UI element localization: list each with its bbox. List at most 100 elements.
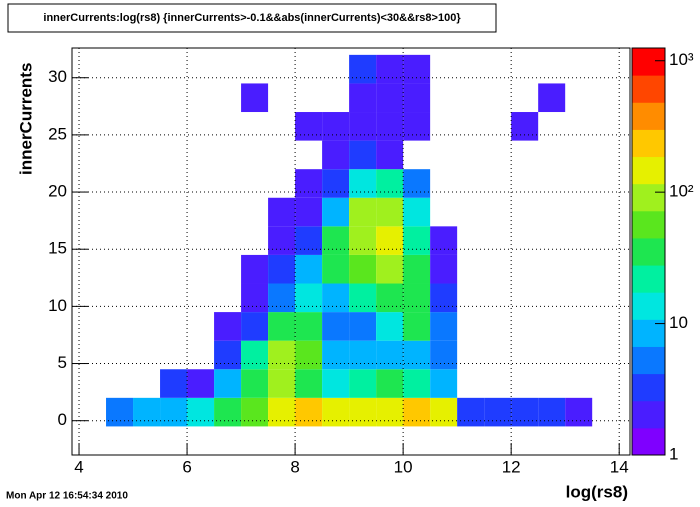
heat-cell [376, 369, 404, 398]
heat-cell [268, 254, 296, 284]
heat-cell [322, 226, 350, 255]
heat-cell [295, 197, 323, 227]
y-tick-label: 30 [48, 67, 67, 86]
heat-cell [241, 254, 269, 284]
y-tick-label: 15 [48, 239, 67, 258]
heat-cell [187, 369, 215, 398]
heat-cell [484, 397, 512, 427]
heat-cell [376, 283, 404, 313]
heat-cell [322, 283, 350, 313]
x-tick-label: 8 [290, 457, 299, 476]
heat-cell [511, 112, 539, 141]
heat-cell [403, 112, 431, 141]
heat-cell [403, 169, 431, 198]
heat-cell [349, 254, 377, 284]
y-tick-label: 10 [48, 296, 67, 315]
footer: Mon Apr 12 16:54:34 2010 [6, 491, 128, 502]
palette-step [632, 373, 665, 402]
heat-cell [268, 369, 296, 398]
heat-cell [403, 83, 431, 113]
heat-cell [376, 226, 404, 255]
heat-cell [403, 340, 431, 370]
heat-cell [376, 340, 404, 370]
heat-cell [322, 197, 350, 227]
heat-cell [268, 226, 296, 255]
heat-cell [430, 312, 458, 341]
heat-cell [295, 169, 323, 198]
heat-cell [241, 397, 269, 427]
heat-cell [349, 312, 377, 341]
y-axis-label: innerCurrents [16, 63, 35, 175]
heat-cell [349, 169, 377, 198]
heat-cell [403, 254, 431, 284]
y-tick-label: 0 [58, 410, 67, 429]
heat-cell [295, 226, 323, 255]
x-tick-label: 14 [610, 457, 629, 476]
heat-cell [322, 254, 350, 284]
heat-cell [322, 312, 350, 341]
heat-cell [403, 397, 431, 427]
heat-cell [376, 83, 404, 113]
heat-cell [268, 340, 296, 370]
z-tick-label: 10 [669, 313, 688, 332]
heat-cell [457, 397, 485, 427]
palette-step [632, 292, 665, 320]
palette-step [632, 237, 665, 266]
heat-cell [295, 283, 323, 313]
heat-cell [241, 283, 269, 313]
y-tick-label: 5 [58, 353, 67, 372]
title-box [7, 3, 497, 33]
heat-cell [376, 140, 404, 170]
heat-cell [376, 54, 404, 84]
heat-cell [214, 369, 242, 398]
heat-cell [349, 83, 377, 113]
palette-step [632, 48, 665, 76]
z-tick-label: 10³ [669, 50, 694, 69]
x-tick-label: 6 [182, 457, 191, 476]
heat-cell [160, 369, 188, 398]
heat-cell [430, 369, 458, 398]
heat-cell [511, 397, 539, 427]
heat-cell [241, 312, 269, 341]
x-tick-label: 10 [394, 457, 413, 476]
palette-step [632, 210, 665, 239]
heat-cell [403, 312, 431, 341]
palette-frame [631, 47, 666, 456]
heat-cell [187, 397, 215, 427]
heat-cell [295, 112, 323, 141]
heat-cell [160, 397, 188, 427]
heat-cell [322, 397, 350, 427]
y-tick-label: 25 [48, 124, 67, 143]
heat-cell [241, 83, 269, 113]
heat-cell [268, 283, 296, 313]
heat-cell [403, 369, 431, 398]
heat-cell [376, 312, 404, 341]
heat-cell [295, 369, 323, 398]
palette-step [632, 156, 665, 185]
heat-cell [430, 283, 458, 313]
palette-step [632, 183, 665, 212]
heat-cell [430, 254, 458, 284]
heat-cell [403, 283, 431, 313]
heat-cell [376, 254, 404, 284]
heat-cell [565, 397, 593, 427]
heat-cell [349, 226, 377, 255]
heat-cell [349, 340, 377, 370]
heat-cell [241, 369, 269, 398]
heat-cell [322, 340, 350, 370]
heat-cell [349, 369, 377, 398]
heat-cell [430, 226, 458, 255]
heat-cell [295, 254, 323, 284]
y-tick-label: 20 [48, 182, 67, 201]
palette-step [632, 427, 665, 456]
heat-cell [241, 340, 269, 370]
palette-step [632, 346, 665, 375]
heat-cell [430, 397, 458, 427]
heat-cell [349, 283, 377, 313]
heat-cell [376, 112, 404, 141]
heat-cell [322, 140, 350, 170]
heat-cell [349, 397, 377, 427]
palette-step [632, 400, 665, 429]
chart-title: innerCurrents:log(rs8) {innerCurrents>-0… [43, 12, 461, 24]
heat-cell [106, 397, 134, 427]
